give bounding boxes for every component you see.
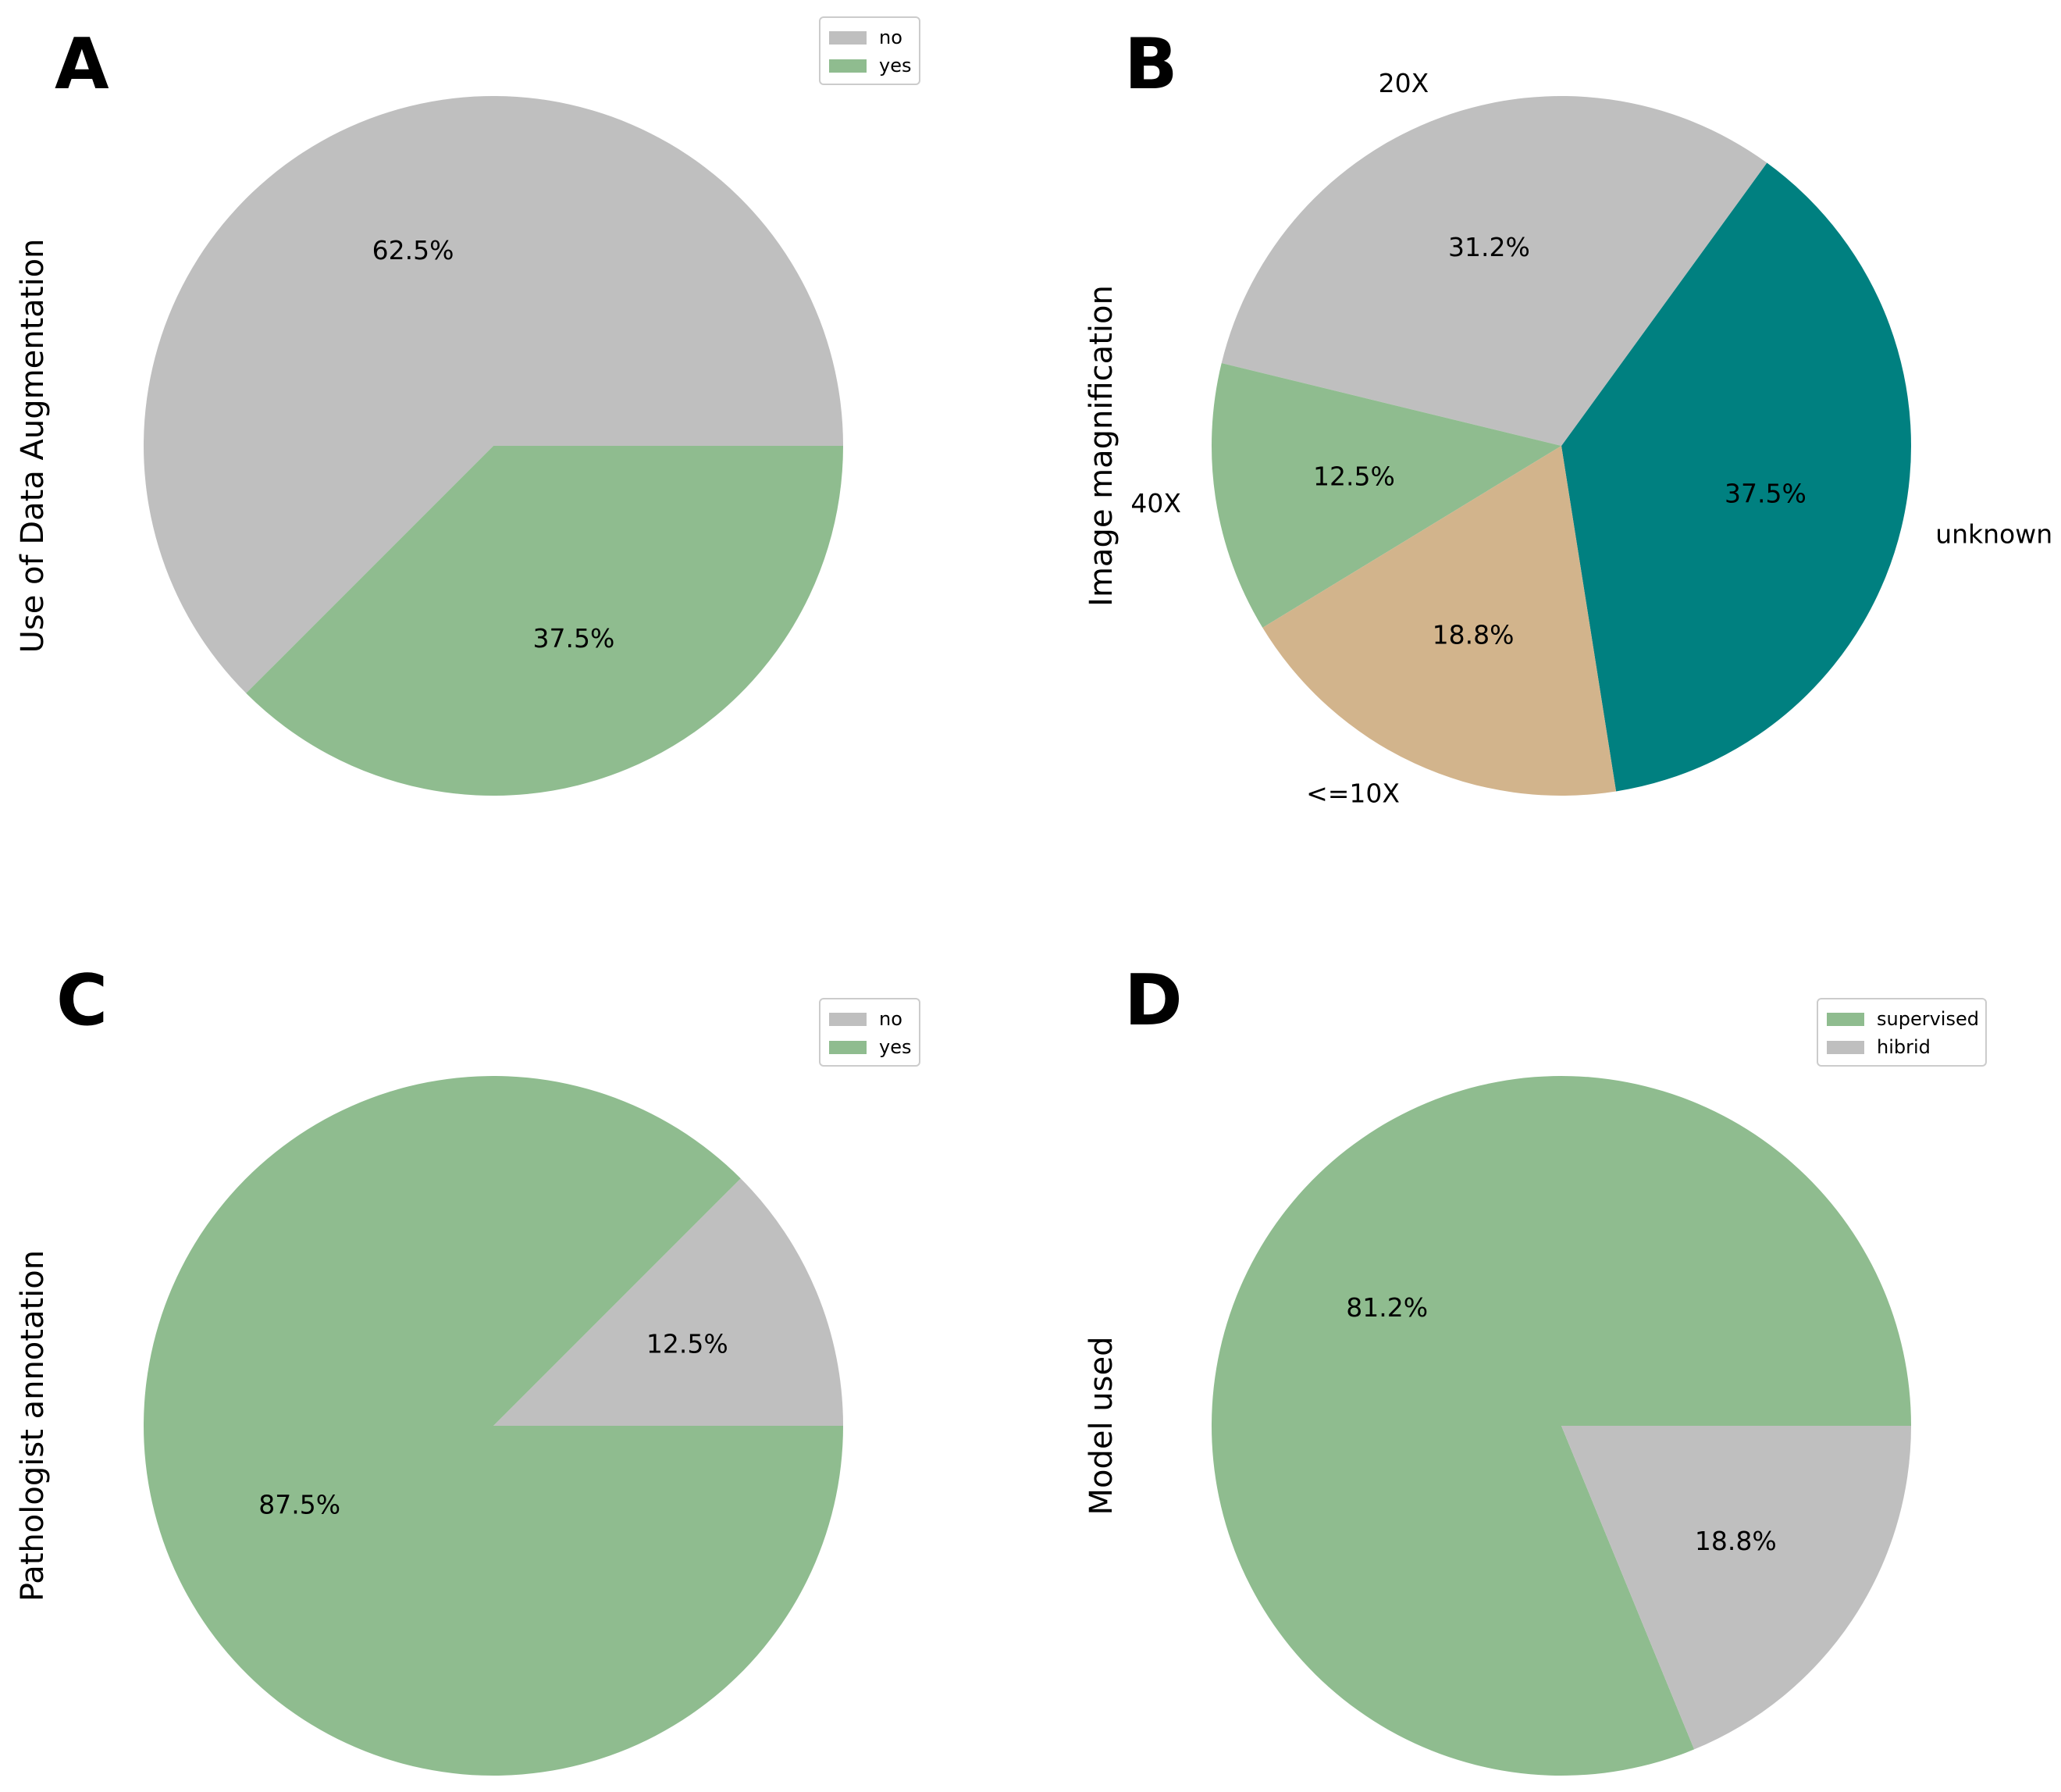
slice-percent-label: 12.5% [646, 1329, 728, 1359]
panel-letter: B [1124, 23, 1178, 105]
y-axis-label: Image magnification [1084, 285, 1119, 607]
panel-letter: A [55, 23, 109, 105]
slice-percent-label: 18.8% [1695, 1526, 1777, 1556]
legend-label: supervised [1877, 1008, 1979, 1030]
pie-slice-yes [246, 446, 844, 796]
slice-category-label: 40X [1130, 488, 1181, 518]
legend-swatch [829, 1041, 867, 1054]
slice-percent-label: 37.5% [1725, 478, 1806, 508]
pie-slice-yes [144, 1076, 843, 1776]
pie-slice-no [143, 95, 844, 693]
legend-swatch [1827, 1041, 1864, 1054]
pie-slice--10x [1262, 446, 1617, 796]
slice-category-label: 20X [1379, 68, 1429, 98]
legend-label: no [879, 27, 902, 48]
legend-label: no [879, 1008, 902, 1030]
panel-b: B Image magnification 37.5% unknown 31.2% 20X… [1084, 23, 2052, 809]
legend: no yes [819, 16, 920, 85]
pie-slice-20x [1221, 95, 1767, 446]
pie-slice-no [493, 1178, 843, 1426]
y-axis-label: Use of Data Augmentation [15, 239, 51, 654]
slice-percent-label: 87.5% [258, 1489, 340, 1519]
y-axis-label: Model used [1084, 1336, 1119, 1515]
legend-swatch [1827, 1013, 1864, 1026]
slice-percent-label: 31.2% [1448, 232, 1530, 262]
panel-c: C Pathologist annotation 12.5% 87.5% no yes [15, 960, 920, 1776]
legend-swatch [829, 59, 867, 73]
panel-letter: D [1124, 960, 1183, 1042]
pie-slice-40x [1211, 363, 1561, 628]
legend-swatch [829, 1013, 867, 1026]
pie-slice-unknown [1561, 162, 1911, 792]
legend-label: yes [879, 55, 911, 77]
legend: no yes [819, 998, 920, 1067]
panel-d: D Model used 81.2% 18.8% supervised hibrid [1084, 960, 1987, 1776]
legend-label: hibrid [1877, 1036, 1931, 1058]
slice-category-label: unknown [1935, 519, 2052, 550]
legend-swatch [829, 31, 867, 45]
legend: supervised hibrid [1817, 998, 1987, 1067]
slice-percent-label: 37.5% [532, 623, 614, 654]
pie-slice-supervised [1212, 1075, 1911, 1776]
slice-percent-label: 18.8% [1433, 619, 1515, 650]
pie-slice-hibrid [1561, 1426, 1911, 1750]
legend-label: yes [879, 1036, 911, 1058]
panel-a: A Use of Data Augmentation 62.5% 37.5% no yes [15, 16, 920, 796]
slice-percent-label: 12.5% [1313, 461, 1395, 492]
slice-percent-label: 81.2% [1346, 1292, 1428, 1323]
y-axis-label: Pathologist annotation [15, 1250, 51, 1601]
slice-percent-label: 62.5% [372, 235, 454, 265]
slice-category-label: <=10X [1306, 778, 1400, 809]
panel-letter: C [56, 960, 108, 1042]
